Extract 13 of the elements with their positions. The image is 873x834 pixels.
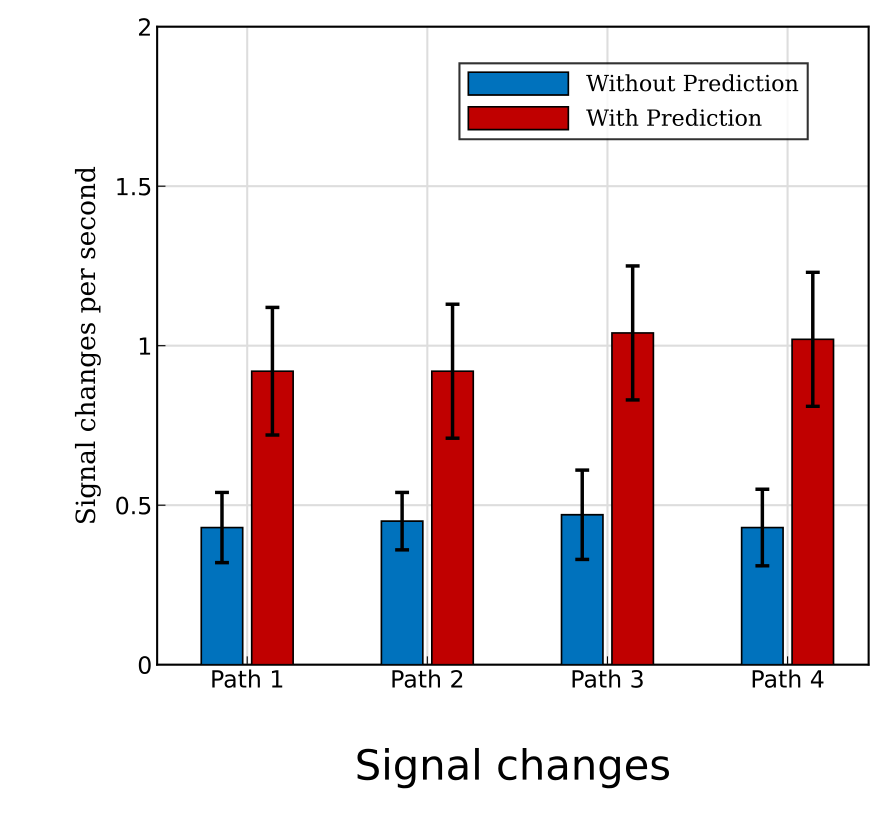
y-tick-label: 0.5	[116, 496, 150, 514]
x-axis-title: Signal changes	[357, 748, 669, 788]
x-tick-label: Path 3	[572, 670, 643, 688]
y-tick-label: 1.5	[117, 178, 150, 196]
y-tick-label: 0	[138, 656, 151, 674]
legend-label: With Prediction	[586, 108, 762, 126]
legend-label: Without Prediction	[586, 74, 798, 92]
y-axis-title: Signal changes per second	[74, 166, 101, 524]
x-tick-label: Path 1	[212, 670, 282, 688]
x-tick-label: Path 2	[392, 670, 462, 688]
x-tick-label: Path 4	[752, 670, 824, 688]
y-tick-label: 1	[140, 337, 150, 355]
y-tick-label: 2	[138, 18, 150, 36]
